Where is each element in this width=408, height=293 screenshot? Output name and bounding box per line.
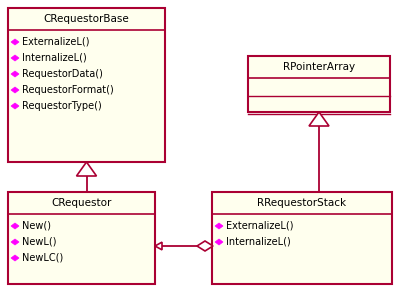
Polygon shape bbox=[11, 55, 19, 61]
Text: RRequestorStack: RRequestorStack bbox=[257, 198, 346, 208]
Polygon shape bbox=[215, 239, 223, 245]
Bar bbox=[8, 8, 165, 162]
Text: New(): New() bbox=[22, 221, 51, 231]
Polygon shape bbox=[77, 162, 97, 176]
Polygon shape bbox=[11, 87, 19, 93]
Text: RequestorData(): RequestorData() bbox=[22, 69, 103, 79]
Text: InternalizeL(): InternalizeL() bbox=[226, 237, 291, 247]
Text: InternalizeL(): InternalizeL() bbox=[22, 53, 87, 63]
Text: CRequestor: CRequestor bbox=[51, 198, 112, 208]
Text: ExternalizeL(): ExternalizeL() bbox=[226, 221, 293, 231]
Text: ExternalizeL(): ExternalizeL() bbox=[22, 37, 89, 47]
Polygon shape bbox=[155, 242, 162, 250]
Polygon shape bbox=[215, 223, 223, 229]
Bar bbox=[212, 192, 392, 284]
Text: RPointerArray: RPointerArray bbox=[283, 62, 355, 72]
Polygon shape bbox=[11, 39, 19, 45]
Bar bbox=[8, 192, 155, 284]
Polygon shape bbox=[11, 239, 19, 245]
Text: NewL(): NewL() bbox=[22, 237, 56, 247]
Polygon shape bbox=[11, 103, 19, 109]
Text: NewLC(): NewLC() bbox=[22, 253, 63, 263]
Polygon shape bbox=[11, 255, 19, 261]
Polygon shape bbox=[309, 112, 329, 126]
Bar bbox=[248, 56, 390, 112]
Text: RequestorType(): RequestorType() bbox=[22, 101, 102, 111]
Text: CRequestorBase: CRequestorBase bbox=[44, 14, 129, 24]
Polygon shape bbox=[197, 241, 213, 251]
Polygon shape bbox=[11, 223, 19, 229]
Text: RequestorFormat(): RequestorFormat() bbox=[22, 85, 114, 95]
Polygon shape bbox=[11, 71, 19, 77]
